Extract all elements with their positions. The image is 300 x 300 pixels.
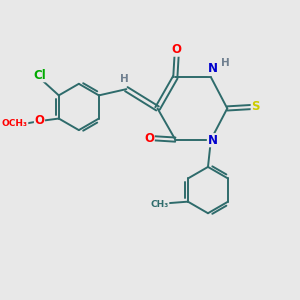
Text: O: O [34, 114, 44, 127]
Text: OCH₃: OCH₃ [2, 119, 28, 128]
Text: H: H [221, 58, 230, 68]
Text: CH₃: CH₃ [151, 200, 169, 209]
Text: S: S [251, 100, 260, 113]
Text: N: N [207, 134, 218, 147]
Text: N: N [207, 62, 218, 76]
Text: Cl: Cl [33, 69, 46, 82]
Text: O: O [144, 132, 154, 145]
Text: H: H [120, 74, 128, 84]
Text: O: O [172, 43, 182, 56]
